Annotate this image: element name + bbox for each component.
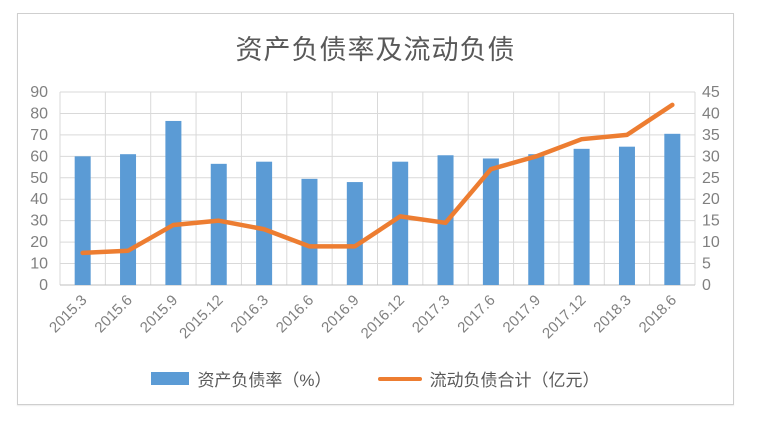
legend: 资产负债率（%） 流动负债合计（亿元） <box>18 366 733 391</box>
x-axis-label-2017.6: 2017.6 <box>454 292 498 336</box>
x-axis-label-2018.3: 2018.3 <box>590 292 634 336</box>
right-axis-tick-label: 35 <box>702 127 720 144</box>
x-axis-label-2018.6: 2018.6 <box>636 292 680 336</box>
vertical-gridlines <box>59 92 696 285</box>
bar-series-swatch-icon <box>151 372 190 385</box>
left-axis-tick-label: 30 <box>30 213 48 230</box>
line-series <box>80 102 675 256</box>
bar-2015.12[interactable] <box>210 163 227 285</box>
chart-card: 资产负债率及流动负债 资产负债率（%） 流动负债合计（亿元） <box>17 13 734 405</box>
x-axis-label-2015.9: 2015.9 <box>137 292 181 336</box>
x-axis-label-2015.6: 2015.6 <box>91 292 135 336</box>
right-axis-tick-label: 25 <box>702 170 720 187</box>
bar-2016.3[interactable] <box>256 161 273 285</box>
bar-2018.6[interactable] <box>664 133 681 285</box>
right-axis-tick-label: 15 <box>702 213 720 230</box>
bar-2015.3[interactable] <box>74 156 91 285</box>
left-axis-tick-label: 0 <box>39 277 48 294</box>
x-axis-label-2016.3: 2016.3 <box>227 292 271 336</box>
right-axis-tick-labels: 0 5 10 15 20 25 30 35 40 45 <box>702 84 720 294</box>
legend-item-line-series[interactable]: 流动负债合计（亿元） <box>377 366 600 391</box>
left-axis-tick-label: 40 <box>30 191 48 208</box>
x-axis-label-2017.3: 2017.3 <box>409 292 453 336</box>
left-axis-tick-label: 50 <box>30 170 48 187</box>
legend-label-line-series: 流动负债合计（亿元） <box>429 371 600 390</box>
bar-2016.6[interactable] <box>301 178 318 285</box>
legend-label-bar-series: 资产负债率（%） <box>197 371 332 390</box>
line-current-liabilities[interactable] <box>80 102 675 256</box>
x-axis-label-2016.6: 2016.6 <box>273 292 317 336</box>
bar-2015.6[interactable] <box>120 154 137 285</box>
bar-2015.9[interactable] <box>165 120 182 285</box>
legend-item-bar-series[interactable]: 资产负债率（%） <box>151 366 332 391</box>
x-axis-label-2015.3: 2015.3 <box>46 292 90 336</box>
right-axis-tick-label: 5 <box>702 256 711 273</box>
left-axis-tick-labels: 0 10 20 30 40 50 60 70 80 90 <box>30 84 48 294</box>
right-axis-tick-label: 40 <box>702 105 720 122</box>
bar-2017.12[interactable] <box>573 148 590 285</box>
left-axis-tick-label: 70 <box>30 127 48 144</box>
bar-2016.12[interactable] <box>392 161 409 285</box>
bar-series <box>74 120 681 285</box>
chart-title: 资产负债率及流动负债 <box>235 35 516 65</box>
left-axis-tick-label: 80 <box>30 105 48 122</box>
x-axis-label-2017.12: 2017.12 <box>539 292 589 342</box>
right-axis-tick-label: 20 <box>702 191 720 208</box>
x-axis-label-2015.12: 2015.12 <box>176 292 226 342</box>
left-axis-tick-label: 90 <box>30 84 48 101</box>
left-axis-tick-label: 60 <box>30 148 48 165</box>
right-axis-tick-label: 0 <box>702 277 711 294</box>
x-axis-label-2016.12: 2016.12 <box>358 292 408 342</box>
x-axis-label-2016.9: 2016.9 <box>318 292 362 336</box>
right-axis-tick-label: 45 <box>702 84 720 101</box>
bar-2017.9[interactable] <box>528 154 545 285</box>
left-axis-tick-label: 20 <box>30 234 48 251</box>
right-axis-tick-label: 30 <box>702 148 720 165</box>
bar-2018.3[interactable] <box>618 146 635 285</box>
bar-2016.9[interactable] <box>346 182 363 285</box>
bar-2017.6[interactable] <box>482 158 499 285</box>
x-axis-label-2017.9: 2017.9 <box>500 292 544 336</box>
line-series-swatch-icon <box>377 376 422 381</box>
right-axis-tick-label: 10 <box>702 234 720 251</box>
left-axis-tick-label: 10 <box>30 256 48 273</box>
